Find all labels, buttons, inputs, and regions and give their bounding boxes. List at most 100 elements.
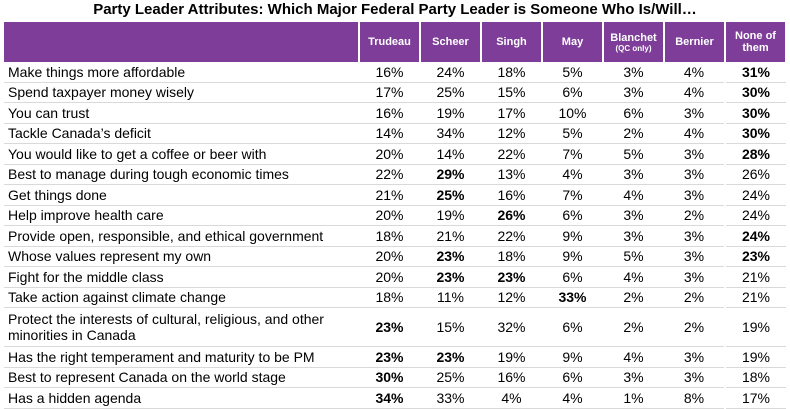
value-cell: 29% bbox=[420, 164, 481, 185]
table-header: Trudeau Scheer Singh May Blanchet (QC only) Be… bbox=[4, 22, 787, 62]
value-cell: 9% bbox=[542, 346, 603, 368]
chart-title: Party Leader Attributes: Which Major Fed… bbox=[93, 1, 697, 18]
value-cell: 25% bbox=[420, 367, 481, 388]
table-row: Make things more affordable 16% 24% 18% 5% 3%… bbox=[4, 62, 786, 83]
table-row: Protect the interests of cultural, relig… bbox=[4, 307, 786, 347]
value-cell: 21% bbox=[420, 225, 481, 247]
value-cell: 19% bbox=[724, 346, 786, 368]
value-cell: 13% bbox=[481, 164, 542, 185]
value-cell: 3% bbox=[603, 225, 664, 247]
value-cell: 23% bbox=[481, 266, 542, 288]
value-cell: 2% bbox=[603, 307, 664, 347]
value-cell: 16% bbox=[359, 102, 420, 124]
column-header-label: Scheer bbox=[432, 36, 469, 48]
table-row: Has a hidden agenda 34% 33% 4% 4% 1% 8% 17% bbox=[4, 387, 786, 409]
value-cell: 33% bbox=[542, 287, 603, 308]
value-cell: 3% bbox=[603, 62, 664, 83]
row-label: Spend taxpayer money wisely bbox=[4, 82, 359, 103]
value-cell: 8% bbox=[664, 387, 725, 409]
table-body: Make things more affordable 16% 24% 18% 5% 3%… bbox=[4, 62, 786, 409]
value-cell: 28% bbox=[724, 143, 786, 165]
value-cell: 34% bbox=[420, 123, 481, 144]
value-cell: 4% bbox=[664, 123, 725, 144]
value-cell: 14% bbox=[420, 143, 481, 165]
value-cell: 4% bbox=[664, 62, 725, 83]
value-cell: 9% bbox=[542, 225, 603, 247]
table-row: You can trust 16% 19% 17% 10% 6% 3% 30% bbox=[4, 102, 786, 124]
value-cell: 6% bbox=[542, 205, 603, 226]
column-header-label: Blanchet bbox=[610, 31, 657, 44]
value-cell: 3% bbox=[603, 82, 664, 103]
value-cell: 30% bbox=[724, 82, 786, 103]
column-header: Scheer bbox=[420, 22, 482, 62]
column-header-label: Singh bbox=[496, 36, 527, 48]
value-cell: 3% bbox=[664, 102, 725, 124]
value-cell: 24% bbox=[420, 62, 481, 83]
value-cell: 6% bbox=[603, 102, 664, 124]
value-cell: 30% bbox=[359, 367, 420, 388]
value-cell: 4% bbox=[603, 346, 664, 368]
value-cell: 3% bbox=[603, 205, 664, 226]
attributes-table: Trudeau Scheer Singh May Blanchet (QC only) Be… bbox=[4, 22, 787, 409]
row-label: Provide open, responsible, and ethical g… bbox=[4, 225, 359, 247]
value-cell: 14% bbox=[359, 123, 420, 144]
value-cell: 6% bbox=[542, 307, 603, 347]
value-cell: 10% bbox=[542, 102, 603, 124]
value-cell: 2% bbox=[603, 287, 664, 308]
value-cell: 31% bbox=[724, 62, 786, 83]
value-cell: 18% bbox=[359, 225, 420, 247]
value-cell: 23% bbox=[359, 307, 420, 347]
value-cell: 12% bbox=[481, 287, 542, 308]
value-cell: 4% bbox=[481, 387, 542, 409]
value-cell: 21% bbox=[724, 266, 786, 288]
value-cell: 6% bbox=[542, 367, 603, 388]
value-cell: 22% bbox=[481, 143, 542, 165]
column-header: May bbox=[542, 22, 604, 62]
value-cell: 1% bbox=[603, 387, 664, 409]
value-cell: 3% bbox=[664, 143, 725, 165]
row-label: Help improve health care bbox=[4, 205, 359, 226]
value-cell: 23% bbox=[420, 266, 481, 288]
table-row: Fight for the middle class 20% 23% 23% 6% 4% 3… bbox=[4, 266, 786, 288]
value-cell: 16% bbox=[359, 62, 420, 83]
value-cell: 3% bbox=[603, 367, 664, 388]
value-cell: 3% bbox=[664, 184, 725, 206]
value-cell: 16% bbox=[481, 367, 542, 388]
table-row: Spend taxpayer money wisely 17% 25% 15% 6% 3%… bbox=[4, 82, 786, 103]
row-label: You can trust bbox=[4, 102, 359, 124]
value-cell: 3% bbox=[664, 164, 725, 185]
table-row: Tackle Canada’s deficit 14% 34% 12% 5% 2% 4% 30… bbox=[4, 123, 786, 144]
value-cell: 11% bbox=[420, 287, 481, 308]
table-row: Has the right temperament and maturity t… bbox=[4, 346, 786, 368]
value-cell: 5% bbox=[542, 123, 603, 144]
value-cell: 2% bbox=[603, 123, 664, 144]
value-cell: 6% bbox=[542, 82, 603, 103]
value-cell: 18% bbox=[724, 367, 786, 388]
value-cell: 17% bbox=[359, 82, 420, 103]
column-header-label: Bernier bbox=[675, 36, 714, 48]
value-cell: 19% bbox=[420, 102, 481, 124]
table-row: Help improve health care 20% 19% 26% 6% 3% 2% 2… bbox=[4, 205, 786, 226]
column-header-label: Trudeau bbox=[368, 36, 411, 48]
row-label: Whose values represent my own bbox=[4, 246, 359, 267]
value-cell: 4% bbox=[603, 184, 664, 206]
table-row: Take action against climate change 18% 11%… bbox=[4, 287, 786, 308]
value-cell: 34% bbox=[359, 387, 420, 409]
table-row: Best to represent Canada on the world st… bbox=[4, 367, 786, 388]
value-cell: 22% bbox=[359, 164, 420, 185]
row-label: Get things done bbox=[4, 184, 359, 206]
value-cell: 12% bbox=[481, 123, 542, 144]
row-label: Tackle Canada’s deficit bbox=[4, 123, 359, 144]
value-cell: 18% bbox=[481, 62, 542, 83]
value-cell: 5% bbox=[542, 62, 603, 83]
value-cell: 21% bbox=[724, 287, 786, 308]
column-header: None of them bbox=[725, 22, 787, 62]
value-cell: 2% bbox=[664, 287, 725, 308]
row-label: Take action against climate change bbox=[4, 287, 359, 308]
table-row: Best to manage during tough economic tim… bbox=[4, 164, 786, 185]
value-cell: 33% bbox=[420, 387, 481, 409]
value-cell: 30% bbox=[724, 102, 786, 124]
header-row: Trudeau Scheer Singh May Blanchet (QC only) Be… bbox=[4, 22, 787, 62]
value-cell: 15% bbox=[481, 82, 542, 103]
column-header-label: None of them bbox=[735, 30, 776, 54]
